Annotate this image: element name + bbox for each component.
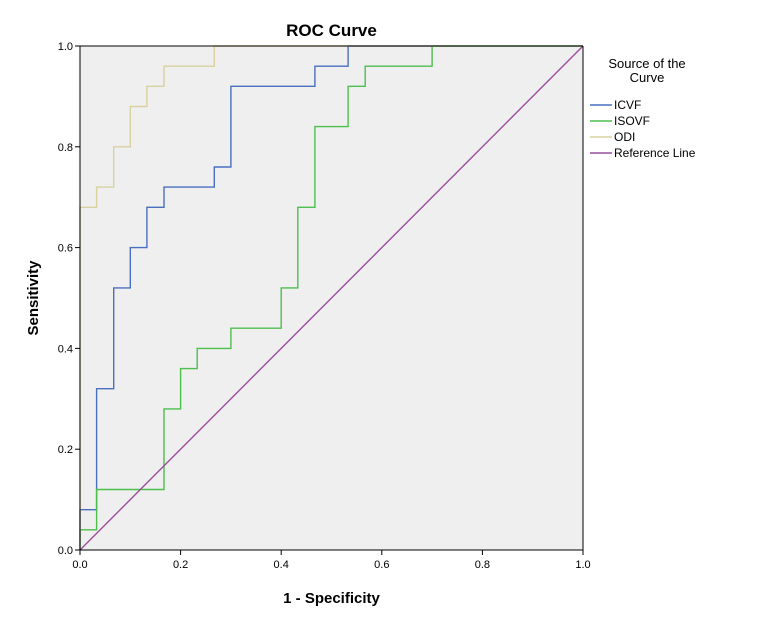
legend-label-reference-line: Reference Line xyxy=(614,146,696,160)
legend: Source of the Curve ICVF ISOVF ODI Referenc… xyxy=(590,56,696,160)
series-layer xyxy=(79,45,584,551)
axes-layer: 0.0 0.2 0.4 0.6 0.8 1.0 0.0 0.2 0.4 0.6 0.8 1.0 xyxy=(58,41,591,571)
x-tick-label: 1.0 xyxy=(575,559,590,571)
chart-title: ROC Curve xyxy=(286,21,377,40)
y-axis-label: Sensitivity xyxy=(25,260,42,336)
y-tick-label: 0.4 xyxy=(58,343,73,355)
y-tick-label: 0.0 xyxy=(58,545,73,557)
y-tick-label: 0.8 xyxy=(58,142,73,154)
y-tick-label: 1.0 xyxy=(58,41,73,53)
series-line-odi xyxy=(79,45,583,550)
legend-label-isovf: ISOVF xyxy=(614,114,650,128)
legend-title-line-2: Curve xyxy=(630,70,665,85)
series-line-isovf xyxy=(79,45,583,550)
legend-title-line-1: Source of the xyxy=(608,56,685,71)
series-line-reference-line xyxy=(79,45,584,551)
x-tick-label: 0.4 xyxy=(274,559,289,571)
series-line-icvf xyxy=(79,45,583,550)
legend-label-icvf: ICVF xyxy=(614,98,641,112)
y-tick-label: 0.6 xyxy=(58,243,73,255)
x-tick-label: 0.6 xyxy=(374,559,389,571)
x-axis-label: 1 - Specificity xyxy=(283,590,380,607)
x-tick-label: 0.2 xyxy=(173,559,188,571)
x-tick-label: 0.0 xyxy=(72,559,87,571)
y-tick-label: 0.2 xyxy=(58,444,73,456)
legend-label-odi: ODI xyxy=(614,130,635,144)
x-tick-label: 0.8 xyxy=(475,559,490,571)
